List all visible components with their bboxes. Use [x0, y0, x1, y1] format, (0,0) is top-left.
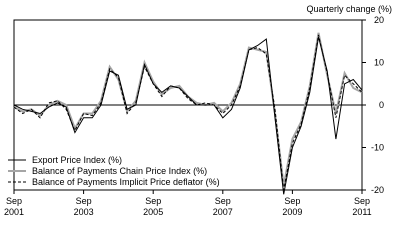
- y-tick-label: -20: [371, 185, 384, 195]
- x-tick-label: Sep 2003: [74, 196, 94, 217]
- chart: Quarterly change (%) -20 -10 0 10 20 Sep 2001 S…: [4, 4, 392, 217]
- y-axis-label: Quarterly change (%): [306, 4, 392, 14]
- legend-label: Balance of Payments Implicit Price defla…: [32, 177, 220, 187]
- x-tick-label: Sep 2001: [4, 196, 24, 217]
- y-tick-label: 20: [374, 15, 384, 25]
- x-tick-label: Sep 2005: [143, 196, 163, 217]
- y-tick-label: 0: [379, 100, 384, 110]
- legend-label: Export Price Index (%): [32, 155, 122, 165]
- x-tick-label: Sep 2009: [282, 196, 302, 217]
- y-tick-label: 10: [374, 58, 384, 68]
- x-tick-label: Sep 2011: [352, 196, 371, 217]
- legend-label: Balance of Payments Chain Price Index (%…: [32, 166, 207, 176]
- series-line: [13, 34, 363, 191]
- x-tick-label: Sep 2007: [213, 196, 233, 217]
- y-tick-label: -10: [371, 143, 384, 153]
